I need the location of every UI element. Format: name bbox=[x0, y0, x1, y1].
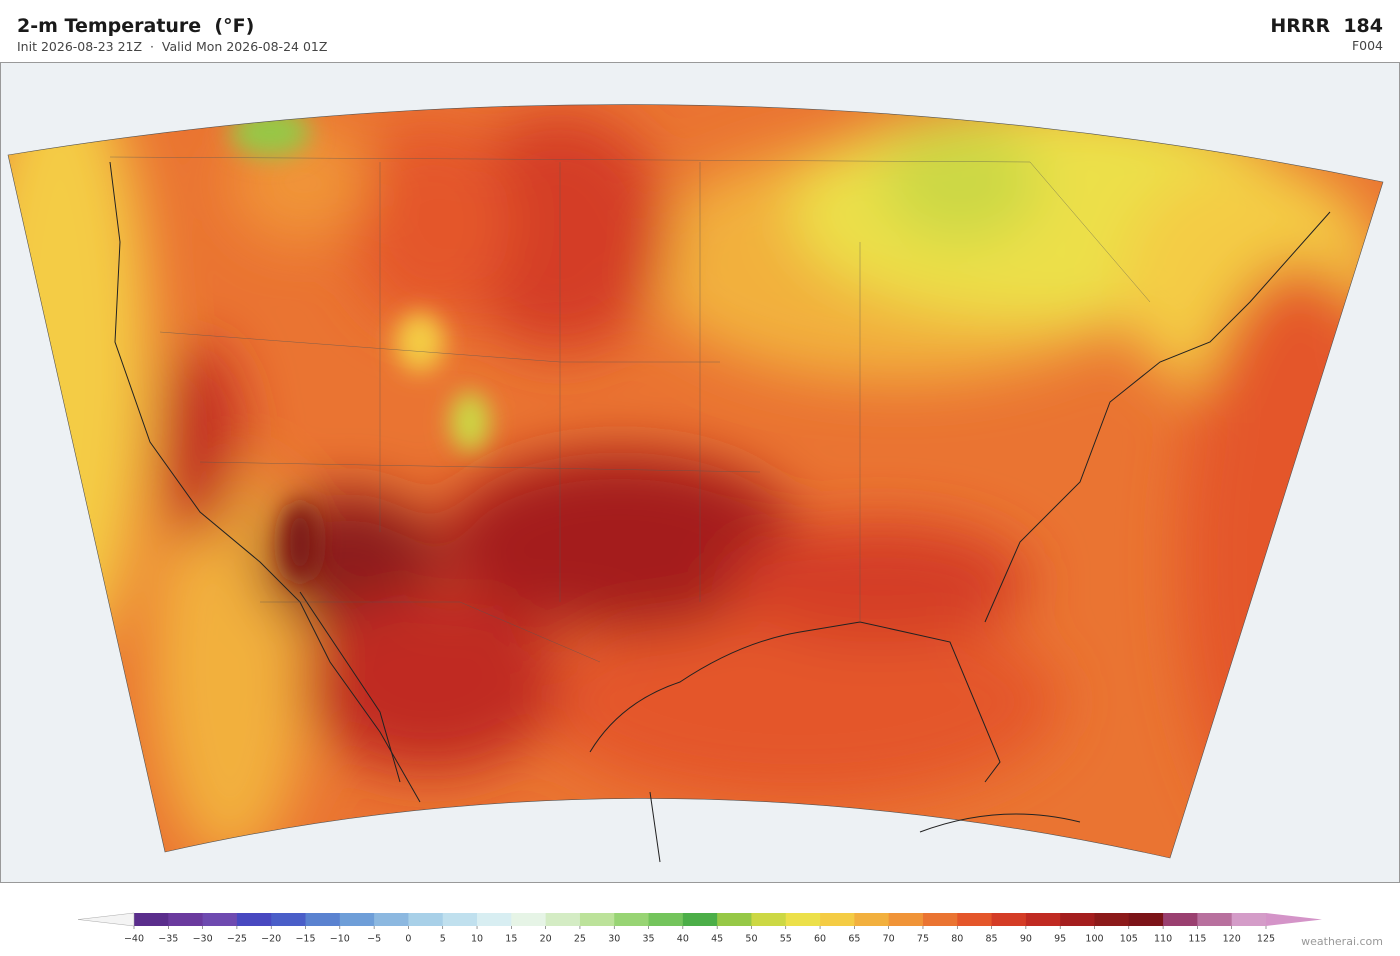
coastlines bbox=[109, 161, 1331, 863]
map bbox=[0, 62, 1400, 883]
colorbar-tick-label: −15 bbox=[295, 934, 315, 945]
colorbar: −40 −35 −30 −25 −20 −15 −10 −5 0 5 10 15 20 25 30 35 40 4… bbox=[77, 912, 1322, 945]
colorbar-bin bbox=[957, 913, 993, 926]
colorbar-tick-label: 60 bbox=[814, 934, 826, 945]
colorbar-tick-label: 65 bbox=[848, 934, 860, 945]
colorbar-tick-label: 25 bbox=[574, 934, 586, 945]
colorbar-tick-label: 0 bbox=[405, 934, 411, 945]
colorbar-tick-label: 75 bbox=[917, 934, 929, 945]
colorbar-tick-label: 105 bbox=[1120, 934, 1138, 945]
colorbar-tick-label: 85 bbox=[986, 934, 998, 945]
colorbar-tick-label: −5 bbox=[367, 934, 381, 945]
colorbar-bin bbox=[888, 913, 924, 926]
colorbar-bin bbox=[785, 913, 821, 926]
run-info: Init 2026-08-23 21Z · Valid Mon 2026-08-… bbox=[17, 39, 328, 54]
colorbar-bin bbox=[682, 913, 718, 926]
colorbar-bin bbox=[408, 913, 444, 926]
colorbar-tick-label: 125 bbox=[1257, 934, 1275, 945]
colorbar-bin bbox=[168, 913, 204, 926]
colorbar-bin bbox=[545, 913, 581, 926]
colorbar-tick-label: 30 bbox=[608, 934, 620, 945]
colorbar-bin bbox=[202, 913, 238, 926]
map-title: 2-m Temperature (°F) bbox=[17, 15, 255, 37]
colorbar-bin bbox=[1163, 913, 1198, 926]
colorbar-tick-label: 35 bbox=[642, 934, 654, 945]
colorbar-bin bbox=[1060, 913, 1095, 926]
colorbar-bin bbox=[922, 913, 958, 926]
colorbar-bin bbox=[511, 913, 547, 926]
colorbar-tick-label: 15 bbox=[505, 934, 517, 945]
colorbar-tick-label: 115 bbox=[1188, 934, 1206, 945]
colorbar-bin bbox=[271, 913, 307, 926]
colorbar-tick-label: 20 bbox=[540, 934, 552, 945]
colorbar-bin bbox=[648, 913, 684, 926]
colorbar-bin bbox=[717, 913, 752, 926]
colorbar-bin bbox=[579, 913, 615, 926]
colorbar-bin bbox=[614, 913, 650, 926]
colorbar-tick-label: 55 bbox=[780, 934, 792, 945]
forecast-hour: F004 bbox=[1351, 38, 1383, 53]
colorbar-bin bbox=[339, 913, 375, 926]
colorbar-bin bbox=[1197, 913, 1233, 926]
colorbar-tick-label: 110 bbox=[1154, 934, 1172, 945]
model-name: HRRR 184 bbox=[1270, 15, 1383, 37]
colorbar-bin bbox=[134, 913, 169, 926]
colorbar-tick-label: 120 bbox=[1223, 934, 1241, 945]
colorbar-tick-label: 90 bbox=[1020, 934, 1032, 945]
colorbar-extend-low bbox=[77, 912, 135, 927]
colorbar-tick-label: 95 bbox=[1054, 934, 1066, 945]
colorbar-bin bbox=[374, 913, 409, 926]
colorbar-bin bbox=[751, 913, 787, 926]
colorbar-tick-label: 100 bbox=[1085, 934, 1103, 945]
colorbar-tick-label: 10 bbox=[471, 934, 483, 945]
colorbar-tick-label: 45 bbox=[711, 934, 723, 945]
colorbar-bin bbox=[1025, 913, 1061, 926]
colorbar-tick-label: −20 bbox=[261, 934, 281, 945]
colorbar-tick-label: −30 bbox=[193, 934, 213, 945]
domain-outline bbox=[7, 104, 1384, 859]
colorbar-bin bbox=[442, 913, 478, 926]
colorbar-tick-label: 70 bbox=[883, 934, 895, 945]
colorbar-extend-high bbox=[1266, 913, 1322, 926]
colorbar-bin bbox=[820, 913, 855, 926]
credit: weatherai.com bbox=[1301, 935, 1383, 948]
colorbar-bin bbox=[991, 913, 1027, 926]
borders bbox=[109, 156, 1151, 663]
colorbar-bin bbox=[305, 913, 341, 926]
colorbar-bin bbox=[477, 913, 512, 926]
colorbar-bin bbox=[1231, 913, 1267, 926]
colorbar-tick-label: 40 bbox=[677, 934, 689, 945]
colorbar-bin bbox=[854, 913, 890, 926]
colorbar-bin bbox=[1094, 913, 1130, 926]
colorbar-bin bbox=[1128, 913, 1164, 926]
colorbar-tick-label: 5 bbox=[440, 934, 446, 945]
colorbar-bin bbox=[236, 913, 272, 926]
colorbar-tick-label: −10 bbox=[330, 934, 350, 945]
colorbar-tick-label: −35 bbox=[158, 934, 178, 945]
colorbar-tick-label: 80 bbox=[951, 934, 963, 945]
colorbar-tick-label: −25 bbox=[227, 934, 247, 945]
colorbar-tick-label: −40 bbox=[124, 934, 144, 945]
colorbar-tick-label: 50 bbox=[745, 934, 757, 945]
